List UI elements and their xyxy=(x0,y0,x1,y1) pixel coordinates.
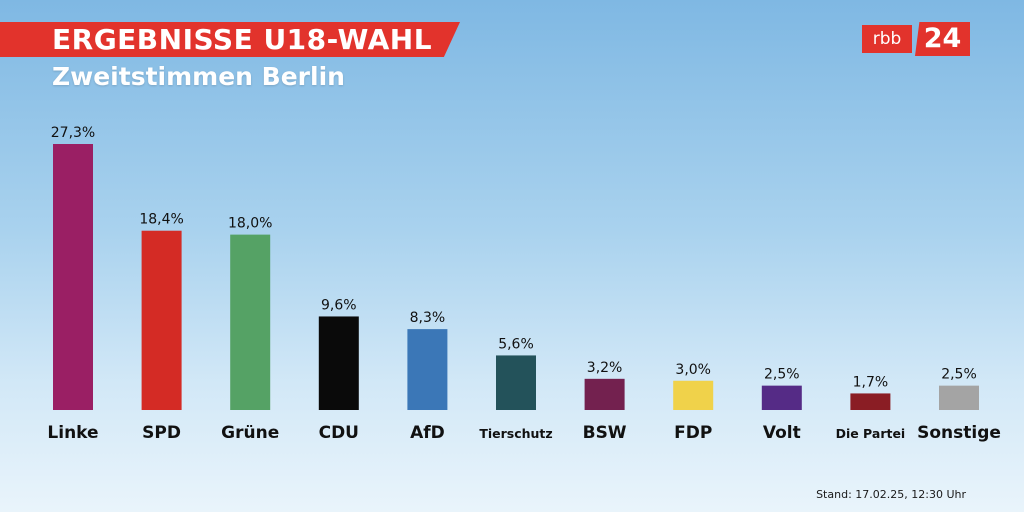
category-label-gruene: Grüne xyxy=(221,423,279,443)
logo-brand: rbb xyxy=(862,25,912,53)
bar-spd xyxy=(141,230,182,410)
category-label-spd: SPD xyxy=(142,423,181,443)
logo-number: 24 xyxy=(915,22,970,56)
value-label-gruene: 18,0% xyxy=(228,216,272,232)
chart-subtitle: Zweitstimmen Berlin xyxy=(52,62,345,91)
value-label-afd: 8,3% xyxy=(410,310,446,326)
category-label-cdu: CDU xyxy=(319,423,359,443)
bar-linke xyxy=(53,144,93,410)
bar-die-partei xyxy=(850,393,891,410)
bar-afd xyxy=(407,329,448,410)
category-label-tierschutz: Tierschutz xyxy=(479,426,552,441)
category-label-afd: AfD xyxy=(410,423,445,443)
bar-cdu xyxy=(318,316,359,410)
value-label-sonstige: 2,5% xyxy=(941,367,977,383)
bar-fdp xyxy=(673,380,714,410)
value-label-die-partei: 1,7% xyxy=(853,374,889,390)
value-label-fdp: 3,0% xyxy=(675,362,711,378)
value-label-linke: 27,3% xyxy=(51,125,95,141)
value-label-cdu: 9,6% xyxy=(321,297,357,313)
bar-tierschutz xyxy=(496,355,536,410)
category-label-linke: Linke xyxy=(47,423,98,443)
value-label-spd: 18,4% xyxy=(139,212,183,228)
value-label-volt: 2,5% xyxy=(764,367,800,383)
bar-gruene xyxy=(230,234,271,410)
chart-title: ERGEBNISSE U18-WAHL xyxy=(52,23,433,56)
category-label-die-partei: Die Partei xyxy=(836,426,906,441)
value-label-bsw: 3,2% xyxy=(587,360,623,376)
category-label-bsw: BSW xyxy=(583,423,627,443)
bar-sonstige xyxy=(939,385,979,410)
bar-volt xyxy=(761,385,802,410)
timestamp: Stand: 17.02.25, 12:30 Uhr xyxy=(816,488,966,501)
title-banner xyxy=(0,22,460,57)
category-label-fdp: FDP xyxy=(674,423,712,443)
category-label-volt: Volt xyxy=(763,423,801,443)
bar-bsw xyxy=(584,378,625,410)
value-label-tierschutz: 5,6% xyxy=(498,336,534,352)
category-label-sonstige: Sonstige xyxy=(917,423,1001,443)
